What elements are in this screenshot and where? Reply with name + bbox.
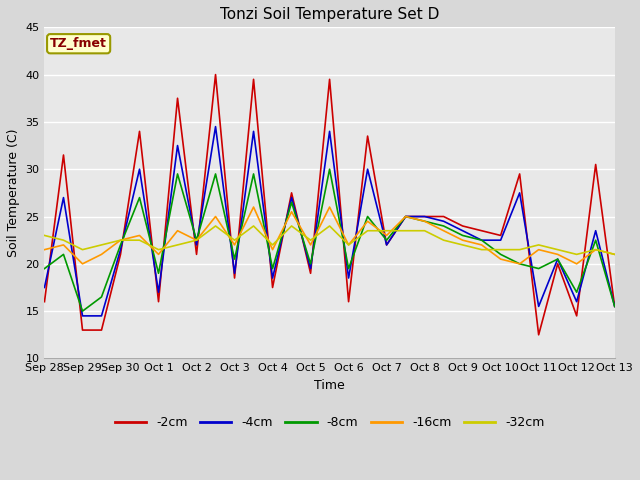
Title: Tonzi Soil Temperature Set D: Tonzi Soil Temperature Set D	[220, 7, 439, 22]
Text: TZ_fmet: TZ_fmet	[50, 37, 107, 50]
Y-axis label: Soil Temperature (C): Soil Temperature (C)	[7, 129, 20, 257]
Legend: -2cm, -4cm, -8cm, -16cm, -32cm: -2cm, -4cm, -8cm, -16cm, -32cm	[110, 411, 549, 434]
X-axis label: Time: Time	[314, 379, 345, 392]
